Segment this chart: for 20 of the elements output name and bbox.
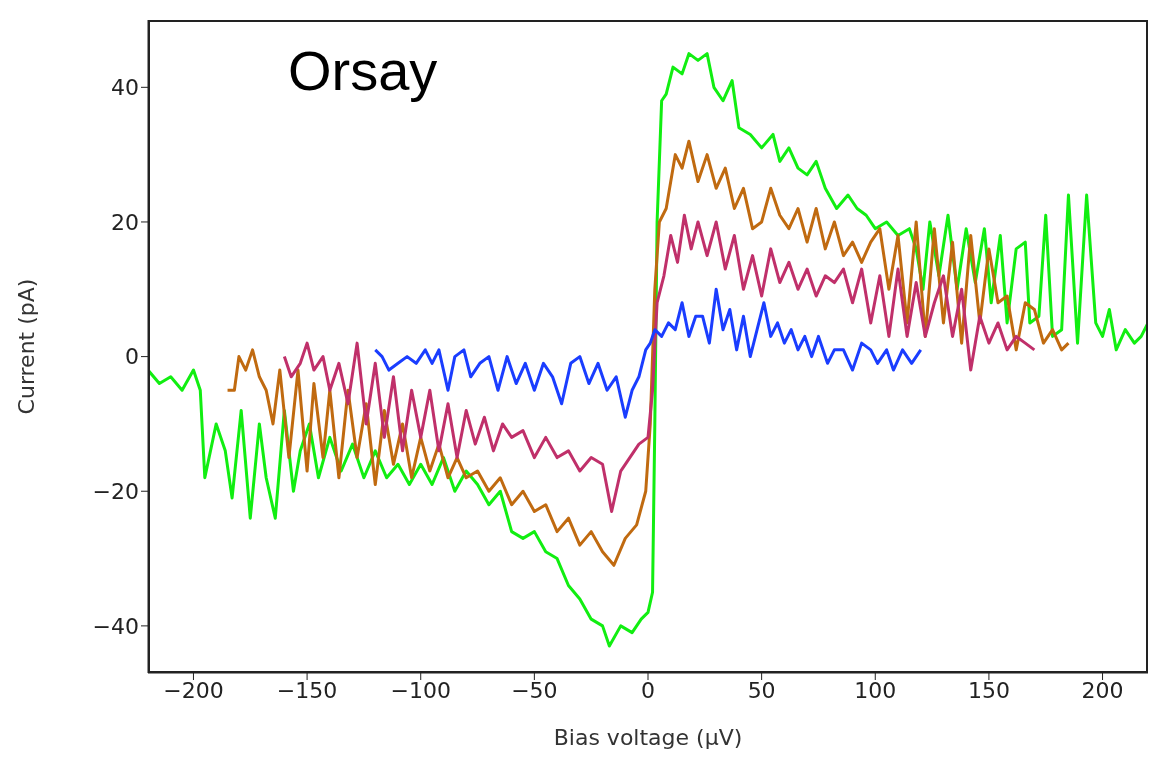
x-tick-label: 200 (1081, 677, 1124, 703)
y-tick-label: −20 (92, 479, 139, 505)
y-tick-label: −40 (92, 613, 139, 639)
x-tick-label: −50 (511, 677, 558, 703)
x-tick-label: 150 (967, 677, 1010, 703)
x-tick-label: 0 (641, 677, 655, 703)
x-tick-label: −150 (276, 677, 338, 703)
annotation: Orsay (288, 38, 438, 103)
y-axis-title: Current (pA) (13, 278, 39, 415)
line-series (282, 213, 1036, 513)
y-tick-label: 40 (111, 75, 139, 101)
x-tick-label: 100 (854, 677, 897, 703)
y-tick-label: 20 (111, 209, 139, 235)
x-tick-label: −100 (390, 677, 451, 703)
x-axis-title: Bias voltage (µV) (553, 725, 743, 750)
x-tick-label: −200 (163, 677, 224, 703)
x-tick-label: 50 (747, 677, 776, 703)
y-tick-label: 0 (125, 344, 139, 370)
line-series (226, 139, 1070, 567)
line-series (373, 287, 923, 419)
